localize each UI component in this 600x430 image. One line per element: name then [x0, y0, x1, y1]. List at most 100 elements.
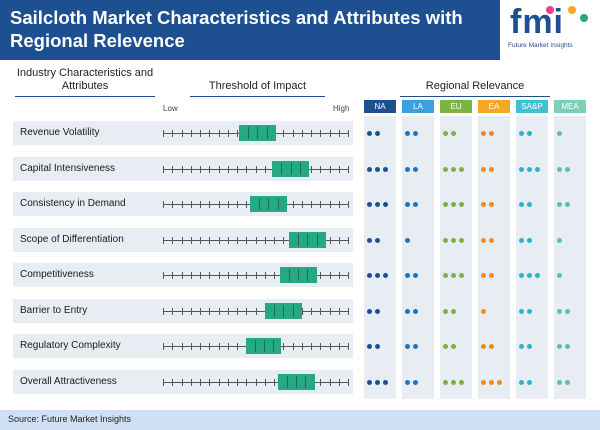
scale-tick: [292, 201, 294, 208]
impact-range-bar: [264, 302, 302, 319]
scale-tick: [237, 307, 238, 315]
scale-tick: [218, 378, 220, 386]
relevance-dot: [443, 237, 448, 243]
relevance-dot: [405, 273, 410, 278]
relevance-dots-sap: [519, 379, 532, 386]
scale-tick: [218, 307, 220, 315]
relevance-dot: [367, 273, 372, 278]
relevance-dot: [557, 131, 562, 136]
relevance-dot: [405, 379, 410, 385]
scale-tick: [200, 236, 201, 244]
relevance-dot: [383, 379, 388, 385]
scale-tick: [227, 201, 229, 208]
region-badge: SA&P: [516, 100, 548, 113]
scale-tick: [227, 236, 229, 244]
region-column-la: [402, 116, 434, 399]
region-column-sap: [516, 116, 548, 399]
relevance-dot: [459, 166, 464, 172]
relevance-dots-na: [367, 344, 380, 350]
impact-bar-tick: [272, 340, 274, 352]
relevance-dot: [519, 379, 524, 385]
scale-tick: [200, 272, 201, 279]
regional-header: Regional Relevance: [425, 80, 525, 92]
relevance-dots-na: [367, 237, 380, 244]
scale-tick: [292, 130, 294, 137]
scale-tick: [264, 378, 266, 386]
scale-tick: [190, 130, 192, 137]
relevance-dot: [535, 273, 540, 278]
relevance-dot: [413, 131, 418, 136]
relevance-dots-sap: [519, 344, 532, 350]
scale-tick: [338, 201, 340, 208]
scale-tick: [227, 272, 229, 279]
row-label: Regulatory Complexity: [20, 340, 121, 351]
relevance-dots-na: [367, 308, 380, 315]
relevance-dots-ea: [481, 379, 502, 386]
impact-bar-tick: [307, 269, 309, 281]
relevance-dot: [443, 308, 448, 314]
relevance-dot: [481, 344, 486, 349]
impact-range-bar: [249, 196, 287, 212]
relevance-dots-sap: [519, 166, 540, 173]
relevance-dots-sap: [519, 237, 532, 244]
logo-dot-pink: [546, 6, 554, 14]
scale-tick: [338, 343, 340, 350]
region-column-eu: [440, 116, 472, 399]
relevance-dots-la: [405, 237, 410, 244]
impact-bar-tick: [277, 198, 279, 210]
scale-tick: [348, 165, 349, 173]
relevance-dot: [451, 166, 456, 172]
scale-tick: [329, 236, 331, 244]
impact-bar-tick: [255, 340, 257, 352]
relevance-dot: [367, 166, 372, 172]
impact-bar-tick: [307, 233, 309, 246]
scale-tick: [218, 236, 220, 244]
scale-tick: [190, 272, 192, 279]
relevance-dot: [527, 237, 532, 243]
scale-tick: [172, 307, 174, 315]
scale-tick: [255, 307, 257, 315]
relevance-dot: [451, 379, 456, 385]
region-column-mea: [554, 116, 586, 399]
relevance-dots-ea: [481, 166, 494, 173]
scale-tick: [172, 272, 174, 279]
scale-tick: [255, 236, 257, 244]
relevance-dot: [405, 344, 410, 349]
scale-tick: [163, 236, 164, 244]
logo: fmi Future Market Insights: [500, 0, 600, 60]
impact-bar-tick: [290, 162, 292, 175]
row-label: Consistency in Demand: [20, 198, 126, 209]
relevance-dot: [443, 131, 448, 136]
scale-tick: [301, 307, 303, 315]
scale-tick: [227, 165, 229, 173]
relevance-dot: [527, 308, 532, 314]
relevance-dots-la: [405, 202, 418, 208]
scale-tick: [264, 272, 266, 279]
relevance-dot: [405, 131, 410, 136]
relevance-dot: [481, 131, 486, 136]
impact-bar-tick: [283, 304, 285, 317]
scale-tick: [237, 130, 238, 137]
scale-tick: [329, 343, 331, 350]
logo-dot-orange: [568, 6, 576, 14]
scale-tick: [246, 165, 248, 173]
relevance-dot: [481, 379, 486, 385]
scale-tick: [348, 307, 349, 315]
relevance-dot: [519, 237, 524, 243]
scale-tick: [246, 201, 248, 208]
scale-tick: [209, 165, 211, 173]
scale-tick: [209, 236, 211, 244]
scale-tick: [348, 130, 349, 137]
relevance-dot: [519, 166, 524, 172]
scale-tick: [209, 272, 211, 279]
relevance-dot: [557, 308, 562, 314]
relevance-dot: [527, 131, 532, 136]
relevance-dot: [481, 202, 486, 207]
scale-tick: [190, 343, 192, 350]
scale-tick: [237, 272, 238, 279]
footer: Source: Future Market Insights: [0, 410, 600, 430]
scale-tick: [209, 307, 211, 315]
scale-tick: [227, 307, 229, 315]
scale-tick: [181, 307, 183, 315]
relevance-dot: [459, 202, 464, 207]
